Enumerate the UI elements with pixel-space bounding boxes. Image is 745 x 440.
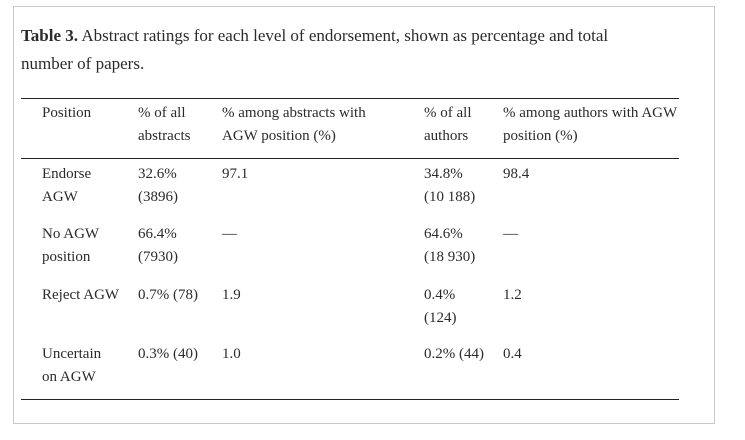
row-noposition-abstracts-pct: 66.4% bbox=[138, 226, 177, 242]
table-container bbox=[13, 6, 715, 424]
header-rule bbox=[21, 158, 679, 159]
row-endorse-among-abstracts: 97.1 bbox=[222, 166, 249, 182]
row-uncertain-among-abstracts: 1.0 bbox=[222, 346, 241, 362]
row-noposition-position-line2: position bbox=[42, 249, 91, 265]
row-reject-position: Reject AGW bbox=[42, 287, 120, 303]
row-noposition-abstracts-count: (7930) bbox=[138, 249, 178, 265]
row-uncertain-among-authors: 0.4 bbox=[503, 346, 522, 362]
top-rule bbox=[21, 98, 679, 99]
row-reject-among-authors: 1.2 bbox=[503, 287, 522, 303]
caption-label: Table 3. bbox=[21, 26, 79, 45]
row-reject-authors-pct: 0.4% bbox=[424, 287, 456, 303]
header-pct-all-abstracts-line2: abstracts bbox=[138, 128, 191, 144]
row-reject-authors-count: (124) bbox=[424, 310, 457, 326]
row-endorse-authors-count: (10 188) bbox=[424, 189, 476, 205]
row-uncertain-position-line2: on AGW bbox=[42, 369, 96, 385]
header-pct-among-authors-line1: % among authors with AGW bbox=[503, 105, 678, 121]
row-endorse-authors-pct: 34.8% bbox=[424, 166, 463, 182]
bottom-rule bbox=[21, 399, 679, 400]
header-pct-among-abstracts-line1: % among abstracts with bbox=[222, 105, 366, 121]
row-noposition-among-authors: — bbox=[503, 226, 518, 242]
header-pct-among-abstracts-line2: AGW position (%) bbox=[222, 128, 336, 144]
row-endorse-position-line1: Endorse bbox=[42, 166, 92, 182]
row-uncertain-abstracts: 0.3% (40) bbox=[138, 346, 198, 362]
row-noposition-authors-count: (18 930) bbox=[424, 249, 476, 265]
header-pct-all-authors-line1: % of all bbox=[424, 105, 472, 121]
row-noposition-authors-pct: 64.6% bbox=[424, 226, 463, 242]
header-pct-all-authors-line2: authors bbox=[424, 128, 469, 144]
header-pct-all-abstracts-line1: % of all bbox=[138, 105, 186, 121]
table-caption: Table 3. Abstract ratings for each level… bbox=[21, 22, 661, 78]
row-endorse-abstracts-count: (3896) bbox=[138, 189, 178, 205]
row-reject-abstracts: 0.7% (78) bbox=[138, 287, 198, 303]
row-reject-among-abstracts: 1.9 bbox=[222, 287, 241, 303]
row-noposition-among-abstracts: — bbox=[222, 226, 237, 242]
row-uncertain-position-line1: Uncertain bbox=[42, 346, 102, 362]
row-endorse-position-line2: AGW bbox=[42, 189, 78, 205]
row-noposition-position-line1: No AGW bbox=[42, 226, 100, 242]
row-endorse-abstracts-pct: 32.6% bbox=[138, 166, 177, 182]
row-endorse-among-authors: 98.4 bbox=[503, 166, 530, 182]
header-position: Position bbox=[42, 105, 92, 121]
caption-text: Abstract ratings for each level of endor… bbox=[21, 26, 609, 73]
header-pct-among-authors-line2: position (%) bbox=[503, 128, 578, 144]
row-uncertain-authors: 0.2% (44) bbox=[424, 346, 484, 362]
